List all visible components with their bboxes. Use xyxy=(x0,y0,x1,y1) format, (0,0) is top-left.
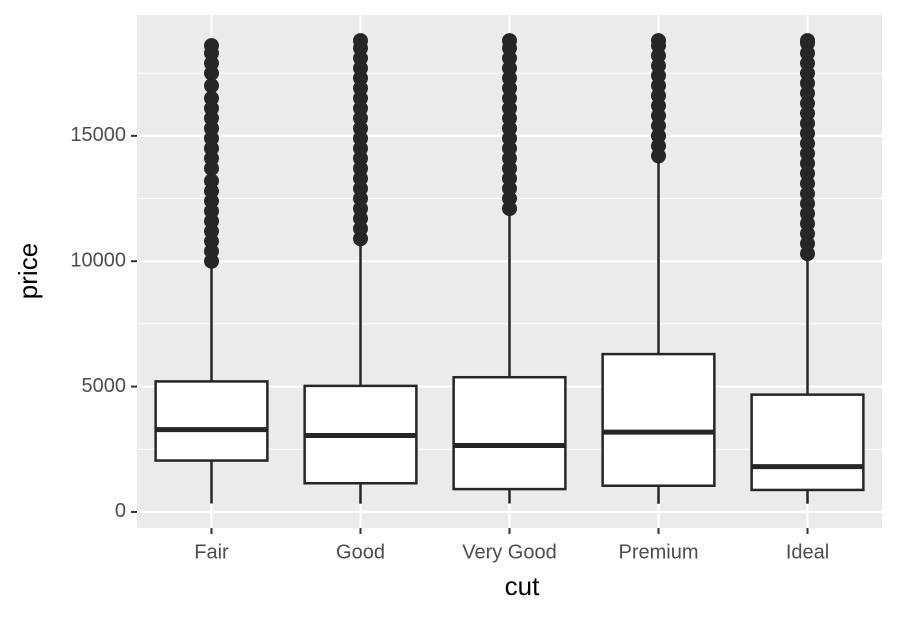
y-axis-title: price xyxy=(13,243,43,299)
outlier xyxy=(651,33,666,49)
box xyxy=(452,375,567,491)
x-tick-label: Premium xyxy=(618,541,698,563)
y-tick-label: 0 xyxy=(115,500,126,522)
box xyxy=(750,393,865,492)
y-tick-label: 10000 xyxy=(70,250,126,272)
x-tick-label: Ideal xyxy=(786,541,829,563)
box xyxy=(601,352,716,487)
outlier xyxy=(353,33,368,49)
y-tick-label: 5000 xyxy=(82,375,127,397)
outlier xyxy=(204,173,219,189)
outlier xyxy=(204,90,219,106)
outlier xyxy=(502,33,517,49)
outlier xyxy=(800,33,815,49)
outlier xyxy=(204,78,219,94)
x-tick-label: Fair xyxy=(194,541,229,563)
outlier xyxy=(204,38,219,54)
x-tick-label: Very Good xyxy=(462,541,557,563)
y-tick-label: 15000 xyxy=(70,124,126,146)
x-tick-label: Good xyxy=(336,541,385,563)
box xyxy=(154,380,269,462)
x-axis-title: cut xyxy=(505,571,540,601)
